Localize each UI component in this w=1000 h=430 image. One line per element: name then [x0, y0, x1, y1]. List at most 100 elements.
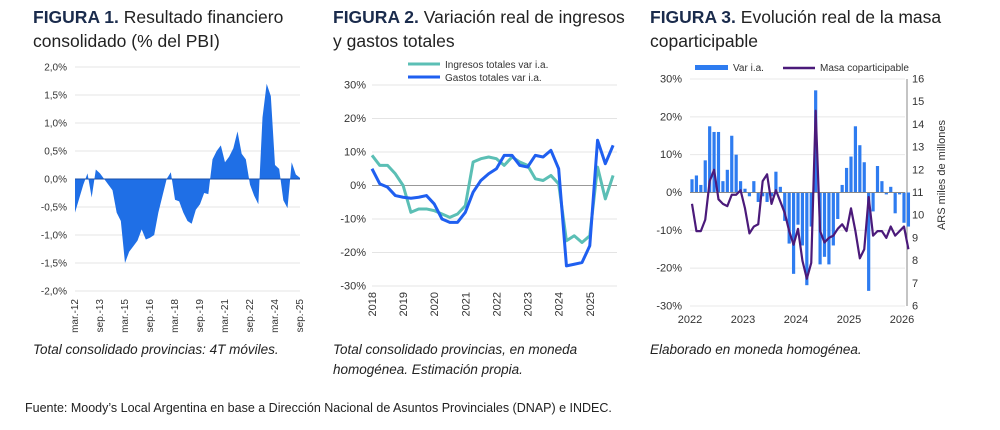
- figure-2-title: FIGURA 2. Variación real de ingresos y g…: [333, 5, 633, 53]
- x-tick-label: 2020: [429, 292, 441, 316]
- source-footer: Fuente: Moody’s Local Argentina en base …: [25, 401, 612, 415]
- bar: [809, 192, 813, 227]
- bar: [884, 192, 888, 195]
- x-tick-label: 2018: [367, 292, 379, 316]
- bar: [822, 192, 827, 257]
- y-tick-label: 30%: [344, 80, 366, 92]
- legend-label: Var i.a.: [733, 63, 764, 74]
- y-tick-label: -20%: [656, 263, 682, 275]
- y-tick-label: 30%: [660, 74, 682, 86]
- bar: [796, 192, 800, 225]
- x-tick-label: 2024: [554, 292, 566, 316]
- bar: [871, 192, 875, 212]
- x-tick-label: mar.-18: [170, 299, 181, 333]
- x-tick-label: 2025: [585, 292, 597, 316]
- bar: [756, 192, 760, 202]
- y-tick-label: -20%: [340, 247, 366, 259]
- y2-tick-label: 7: [912, 278, 918, 290]
- bar: [725, 169, 729, 193]
- bar: [827, 192, 831, 265]
- bar: [880, 181, 884, 193]
- bar: [831, 192, 835, 246]
- y-tick-label: -2,0%: [41, 287, 67, 298]
- y2-tick-label: 10: [912, 210, 924, 222]
- bar: [708, 126, 712, 193]
- y2-tick-label: 16: [912, 74, 924, 86]
- bar: [858, 145, 862, 193]
- bar: [849, 156, 853, 193]
- y-tick-label: -30%: [656, 301, 682, 313]
- y-tick-label: 2,0%: [44, 63, 67, 74]
- y-tick-label: -10%: [656, 225, 682, 237]
- y-tick-label: -1,0%: [41, 231, 67, 242]
- y2-axis-label: ARS miles de millones: [936, 119, 948, 230]
- x-tick-label: mar.-24: [270, 299, 281, 333]
- x-tick-label: mar.-21: [220, 299, 231, 333]
- bar: [703, 160, 707, 193]
- y-tick-label: 0%: [666, 187, 682, 199]
- y-tick-label: 1,0%: [44, 119, 67, 130]
- bar: [862, 162, 866, 193]
- y-tick-label: 20%: [344, 113, 366, 125]
- figure-3-caption: Elaborado en moneda homogénea.: [650, 342, 862, 357]
- bar: [791, 192, 796, 274]
- x-tick-label: 2026: [890, 314, 914, 326]
- series-line-0: [370, 154, 615, 244]
- y2-tick-label: 12: [912, 164, 924, 176]
- y-tick-label: 10%: [660, 149, 682, 161]
- bar: [690, 179, 694, 193]
- bar: [893, 192, 897, 214]
- y-tick-label: -30%: [340, 281, 366, 293]
- bar: [774, 171, 778, 193]
- x-tick-label: 2022: [678, 314, 702, 326]
- x-tick-label: mar.-15: [120, 299, 131, 333]
- figure-1-label: FIGURA 1.: [33, 7, 119, 27]
- figure-1-title-text: Resultado financiero consolidado (% del …: [33, 7, 284, 51]
- x-tick-label: 2022: [491, 292, 503, 316]
- bar: [778, 186, 782, 193]
- figure-1-title: FIGURA 1. Resultado financiero consolida…: [33, 5, 303, 53]
- figure-2-caption: Total consolidado provincias, en moneda …: [333, 342, 578, 377]
- bar: [783, 192, 787, 221]
- bar: [699, 184, 703, 193]
- bar: [765, 192, 769, 202]
- bar: [906, 192, 911, 227]
- legend-label: Masa coparticipable: [820, 63, 909, 74]
- bar: [836, 192, 840, 219]
- y2-tick-label: 9: [912, 232, 918, 244]
- bar: [747, 192, 752, 197]
- bar: [840, 184, 844, 193]
- legend-label: Ingresos totales var i.a.: [445, 60, 548, 71]
- line-series: [690, 109, 910, 280]
- series-line-1: [370, 138, 615, 268]
- area-series: [75, 83, 300, 263]
- bar: [787, 192, 791, 244]
- x-tick-label: 2023: [731, 314, 755, 326]
- x-tick-label: 2021: [460, 292, 472, 316]
- x-tick-label: 2019: [398, 292, 410, 316]
- bar: [867, 192, 871, 291]
- x-tick-label: 2024: [784, 314, 808, 326]
- y-tick-label: 20%: [660, 111, 682, 123]
- x-tick-label: sep.-25: [295, 299, 306, 333]
- bar: [853, 126, 858, 193]
- bar: [738, 181, 743, 193]
- x-tick-label: 2025: [837, 314, 861, 326]
- y-tick-label: -0,5%: [41, 203, 67, 214]
- bar: [769, 192, 774, 197]
- figure-1-caption: Total consolidado provincias: 4T móviles…: [33, 342, 279, 357]
- bar: [752, 181, 756, 193]
- bar: [730, 135, 734, 193]
- bar: [761, 192, 765, 197]
- bar: [897, 192, 902, 195]
- figure-2-title-text: Variación real de ingresos y gastos tota…: [333, 7, 625, 51]
- bar: [875, 166, 880, 193]
- y-tick-label: -1,5%: [41, 259, 67, 270]
- y-tick-label: 10%: [344, 147, 366, 159]
- y-tick-label: 1,5%: [44, 91, 67, 102]
- bar: [743, 188, 747, 193]
- y2-tick-label: 6: [912, 301, 918, 313]
- figure-3-label: FIGURA 3.: [650, 7, 736, 27]
- bar: [805, 192, 809, 286]
- x-tick-label: sep.-22: [245, 299, 256, 333]
